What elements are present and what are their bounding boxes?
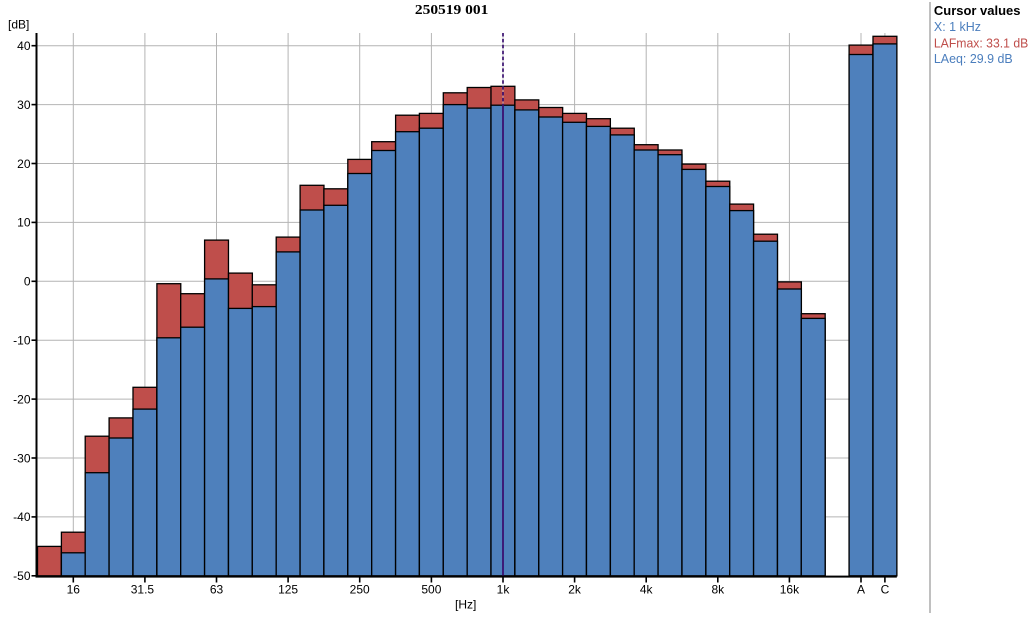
- svg-text:125: 125: [278, 583, 298, 597]
- svg-text:1k: 1k: [497, 583, 511, 597]
- svg-text:4k: 4k: [640, 583, 654, 597]
- svg-text:16: 16: [67, 583, 81, 597]
- svg-text:30: 30: [17, 98, 31, 112]
- svg-text:[dB]: [dB]: [8, 18, 29, 32]
- svg-text:-50: -50: [13, 569, 31, 583]
- svg-text:LAFmax: 33.1 dB: LAFmax: 33.1 dB: [934, 37, 1028, 51]
- svg-text:500: 500: [421, 583, 441, 597]
- svg-text:LAeq: 29.9 dB: LAeq: 29.9 dB: [934, 52, 1013, 66]
- svg-text:Cursor values: Cursor values: [934, 4, 1021, 18]
- svg-text:40: 40: [17, 39, 31, 53]
- svg-text:250: 250: [350, 583, 370, 597]
- svg-text:250519 001: 250519 001: [415, 2, 489, 17]
- svg-text:A: A: [857, 583, 865, 597]
- svg-text:63: 63: [210, 583, 224, 597]
- svg-text:-20: -20: [13, 392, 31, 406]
- svg-text:-10: -10: [13, 334, 31, 348]
- svg-text:2k: 2k: [568, 583, 582, 597]
- svg-text:-30: -30: [13, 451, 31, 465]
- svg-text:C: C: [881, 583, 890, 597]
- svg-text:20: 20: [17, 157, 31, 171]
- svg-text:8k: 8k: [711, 583, 725, 597]
- svg-text:10: 10: [17, 216, 31, 230]
- svg-text:16k: 16k: [780, 583, 800, 597]
- svg-text:X: 1 kHz: X: 1 kHz: [934, 20, 981, 34]
- svg-text:-40: -40: [13, 510, 31, 524]
- svg-text:31.5: 31.5: [131, 583, 155, 597]
- svg-text:0: 0: [24, 275, 31, 289]
- svg-text:[Hz]: [Hz]: [455, 598, 476, 612]
